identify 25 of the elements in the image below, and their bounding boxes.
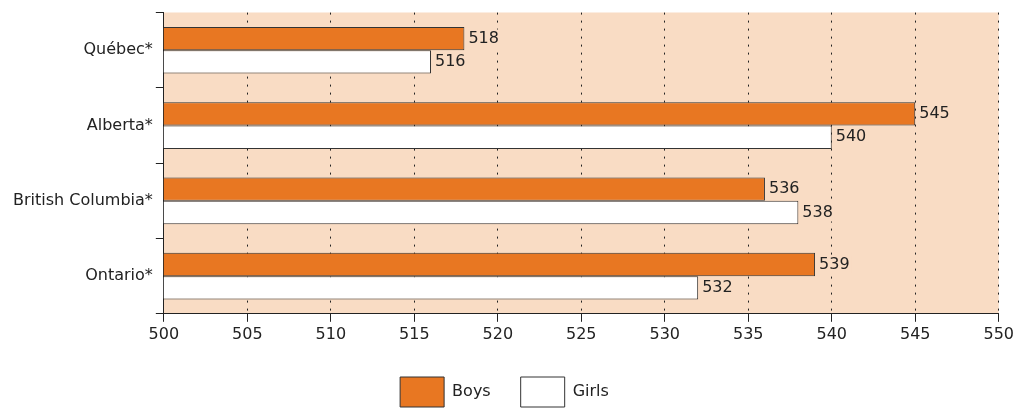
legend-label: Boys xyxy=(452,381,491,401)
y-tick-label: British Columbia* xyxy=(12,190,153,210)
x-tick-label: 545 xyxy=(899,323,931,343)
x-tick-label: 525 xyxy=(566,323,597,343)
y-tick-label: Ontario* xyxy=(85,265,153,285)
data-label: 539 xyxy=(819,253,850,273)
y-tick-label: Alberta* xyxy=(86,114,153,134)
data-label: 545 xyxy=(919,103,950,123)
y-tick-label: Québec* xyxy=(83,39,153,59)
data-label: 540 xyxy=(835,126,867,146)
x-tick-label: 510 xyxy=(315,323,347,343)
x-tick-label: 520 xyxy=(482,323,514,343)
data-label: 536 xyxy=(768,178,800,198)
x-tick-label: 505 xyxy=(232,323,263,343)
x-tick-label: 550 xyxy=(983,323,1014,343)
x-tick-label: 540 xyxy=(816,323,848,343)
x-tick-label: 535 xyxy=(732,323,764,343)
x-tick-label: 500 xyxy=(148,323,180,343)
x-tick-label: 530 xyxy=(649,323,681,343)
data-label: 516 xyxy=(434,51,466,71)
data-label: 538 xyxy=(802,201,833,221)
data-label: 532 xyxy=(702,276,733,296)
legend-label: Girls xyxy=(572,381,609,401)
data-label: 518 xyxy=(468,27,499,47)
x-tick-label: 515 xyxy=(399,323,430,343)
